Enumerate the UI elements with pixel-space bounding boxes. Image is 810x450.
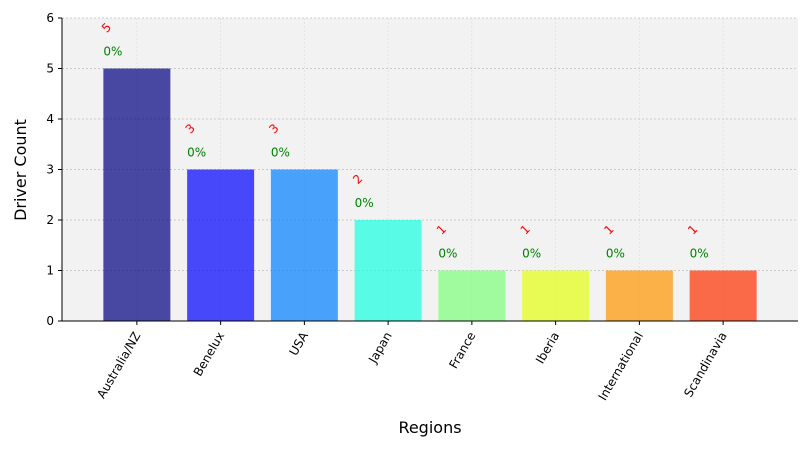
bar (354, 220, 422, 321)
x-tick-label: International (596, 330, 646, 403)
y-tick-label: 5 (46, 62, 54, 76)
y-tick-label: 0 (46, 314, 54, 328)
bar (689, 270, 757, 321)
x-tick-label: France (446, 330, 478, 372)
percent-label: 0% (271, 146, 290, 160)
bar (187, 169, 255, 321)
y-ticks: 0 1 2 3 4 5 6 (46, 11, 62, 328)
x-tick-label: Scandinavia (681, 330, 730, 400)
percent-label: 0% (522, 247, 541, 261)
y-axis-title: Driver Count (11, 119, 30, 221)
x-axis-title: Regions (398, 418, 461, 437)
y-tick-label: 2 (46, 213, 54, 227)
y-tick-label: 1 (46, 264, 54, 278)
percent-label: 0% (103, 45, 122, 59)
bar (522, 270, 590, 321)
x-tick-label: Japan (365, 330, 394, 367)
y-tick-label: 6 (46, 11, 54, 25)
x-tick-label: Benelux (191, 330, 227, 379)
percent-label: 0% (187, 146, 206, 160)
percent-label: 0% (355, 196, 374, 210)
bar (270, 169, 338, 321)
x-tick-label: USA (286, 329, 311, 358)
bars (103, 68, 757, 321)
y-tick-label: 3 (46, 163, 54, 177)
bar (103, 68, 171, 321)
percent-label: 0% (438, 247, 457, 261)
x-tick-label: Iberia (533, 330, 562, 367)
bar (438, 270, 506, 321)
bar (605, 270, 673, 321)
percent-label: 0% (606, 247, 625, 261)
percent-label: 0% (690, 247, 709, 261)
y-tick-label: 4 (46, 112, 54, 126)
x-ticks: Australia/NZ Benelux USA Japan France Iberia I… (94, 321, 730, 403)
x-tick-label: Australia/NZ (94, 330, 143, 401)
